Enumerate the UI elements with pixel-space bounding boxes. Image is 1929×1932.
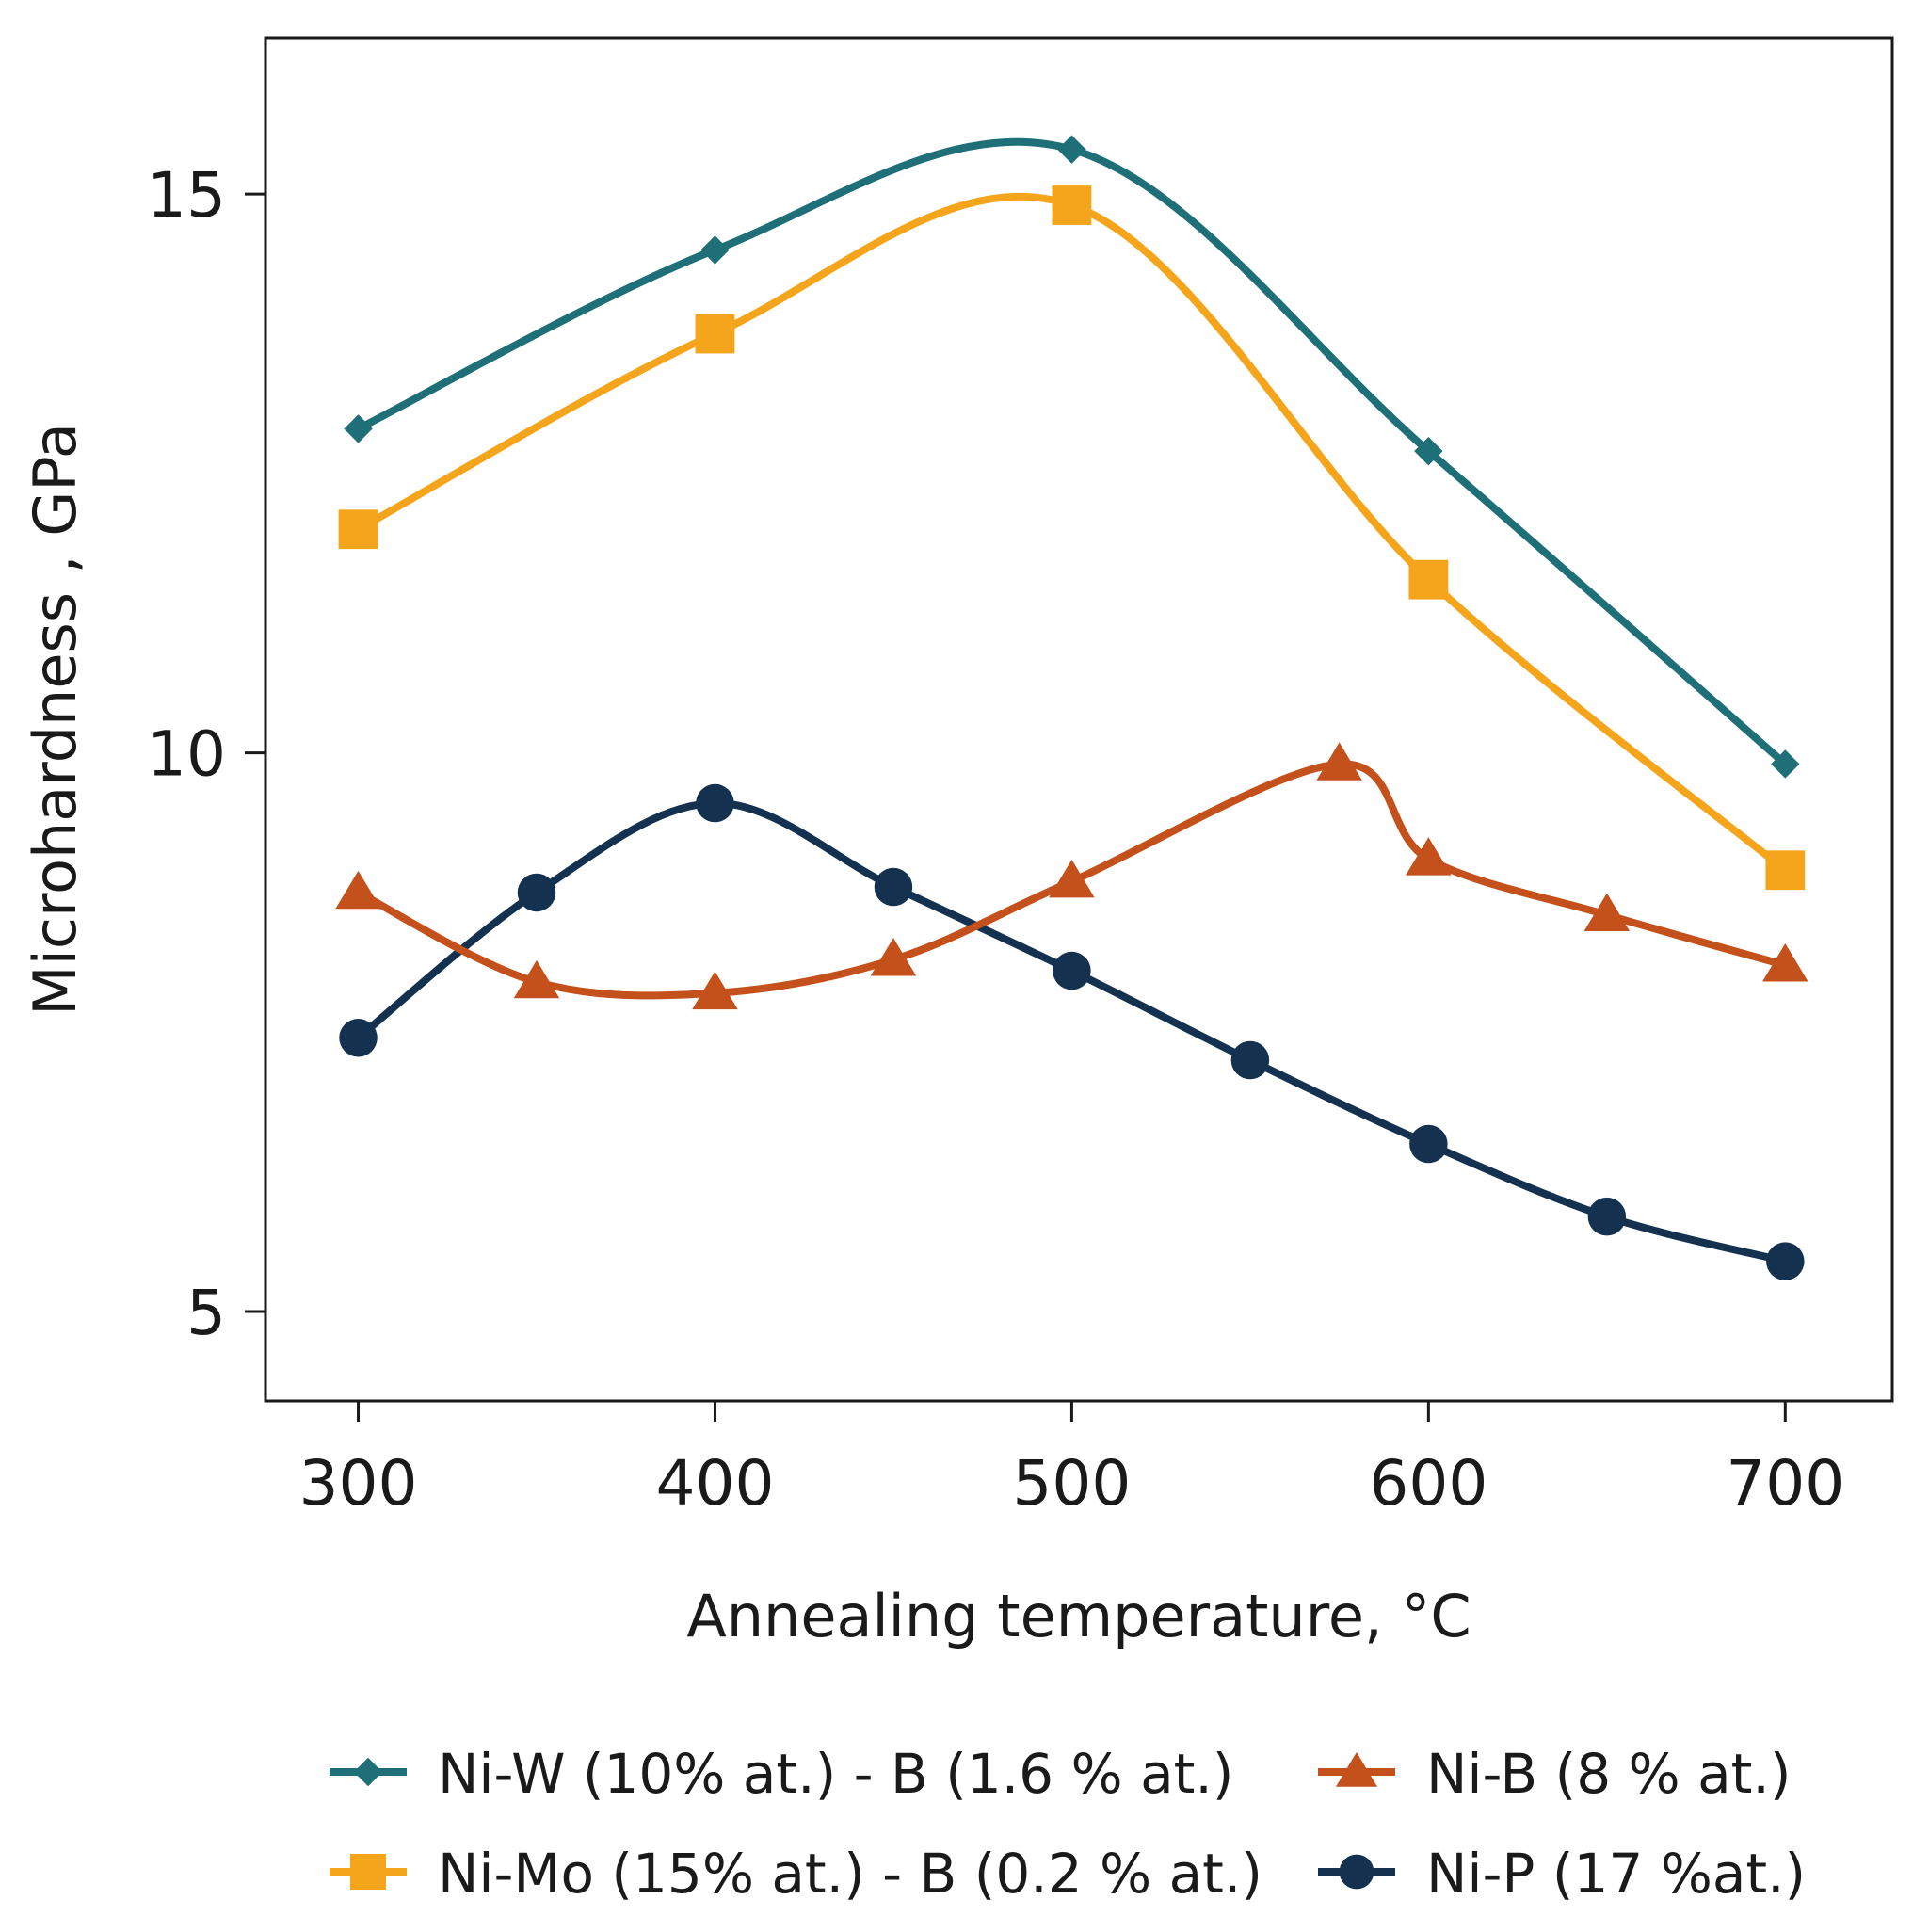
data-point — [1583, 893, 1631, 932]
data-point — [517, 873, 556, 912]
legend-item: Ni-B (8 % at.) — [1318, 1742, 1791, 1806]
plot-frame — [264, 36, 1894, 1403]
data-point — [692, 971, 738, 1010]
y-tick-label: 10 — [147, 718, 226, 791]
series-line — [354, 192, 1790, 875]
data-point — [874, 867, 913, 907]
data-point — [1052, 185, 1092, 225]
data-point — [695, 314, 735, 354]
data-point — [1316, 742, 1362, 781]
data-point — [338, 509, 378, 550]
data-point — [700, 235, 730, 265]
x-tick-label: 300 — [299, 1447, 418, 1520]
data-point — [1230, 1040, 1270, 1080]
legend-marker — [1339, 1854, 1374, 1890]
y-tick-label: 5 — [186, 1277, 226, 1349]
x-tick-label: 400 — [655, 1447, 774, 1520]
data-point — [1771, 749, 1800, 779]
y-axis: 5 10 15 — [147, 159, 265, 1349]
data-point — [513, 959, 560, 999]
data-point — [1049, 859, 1095, 898]
legend-label: Ni-W (10% at.) - B (1.6 % at.) — [438, 1742, 1233, 1806]
legend-label: Ni-B (8 % at.) — [1426, 1742, 1791, 1806]
data-point — [1053, 951, 1091, 990]
data-point — [344, 414, 373, 443]
legend-item: Ni-Mo (15% at.) - B (0.2 % at.) — [330, 1842, 1262, 1906]
x-tick-label: 600 — [1369, 1447, 1487, 1520]
series-line — [354, 760, 1790, 1000]
series-3 — [335, 742, 1808, 1010]
y-tick-label: 15 — [147, 159, 226, 232]
series-1 — [344, 135, 1800, 779]
data-point — [1057, 135, 1086, 164]
x-axis-title: Annealing temperature, °C — [686, 1582, 1471, 1650]
legend-marker — [1335, 1752, 1378, 1787]
data-point — [1766, 1242, 1805, 1280]
series-line — [354, 137, 1790, 768]
data-point — [1409, 1124, 1448, 1164]
legend-label: Ni-P (17 %at.) — [1426, 1842, 1806, 1906]
series-2 — [338, 185, 1806, 891]
x-tick-label: 500 — [1012, 1447, 1131, 1520]
x-tick-label: 700 — [1726, 1447, 1844, 1520]
data-point — [1765, 850, 1806, 891]
series-layer — [335, 135, 1808, 1280]
series-4 — [339, 783, 1805, 1280]
legend-label: Ni-Mo (15% at.) - B (0.2 % at.) — [438, 1842, 1262, 1906]
data-point — [1408, 559, 1449, 600]
data-point — [339, 1019, 378, 1057]
legend-item: Ni-W (10% at.) - B (1.6 % at.) — [330, 1742, 1233, 1806]
legend-item: Ni-P (17 %at.) — [1318, 1842, 1806, 1906]
legend: Ni-W (10% at.) - B (1.6 % at.) Ni-B (8 % … — [330, 1742, 1806, 1906]
data-point — [1406, 837, 1452, 876]
data-point — [870, 938, 917, 976]
data-point — [1762, 943, 1808, 982]
data-point — [1587, 1197, 1627, 1236]
legend-marker — [353, 1757, 383, 1787]
data-point — [335, 870, 381, 910]
data-point — [1414, 436, 1443, 466]
y-axis-title: Microhardness , GPa — [21, 423, 89, 1016]
x-axis: 300 400 500 600 700 — [299, 1401, 1844, 1520]
data-point — [696, 783, 734, 823]
legend-marker — [350, 1854, 386, 1890]
